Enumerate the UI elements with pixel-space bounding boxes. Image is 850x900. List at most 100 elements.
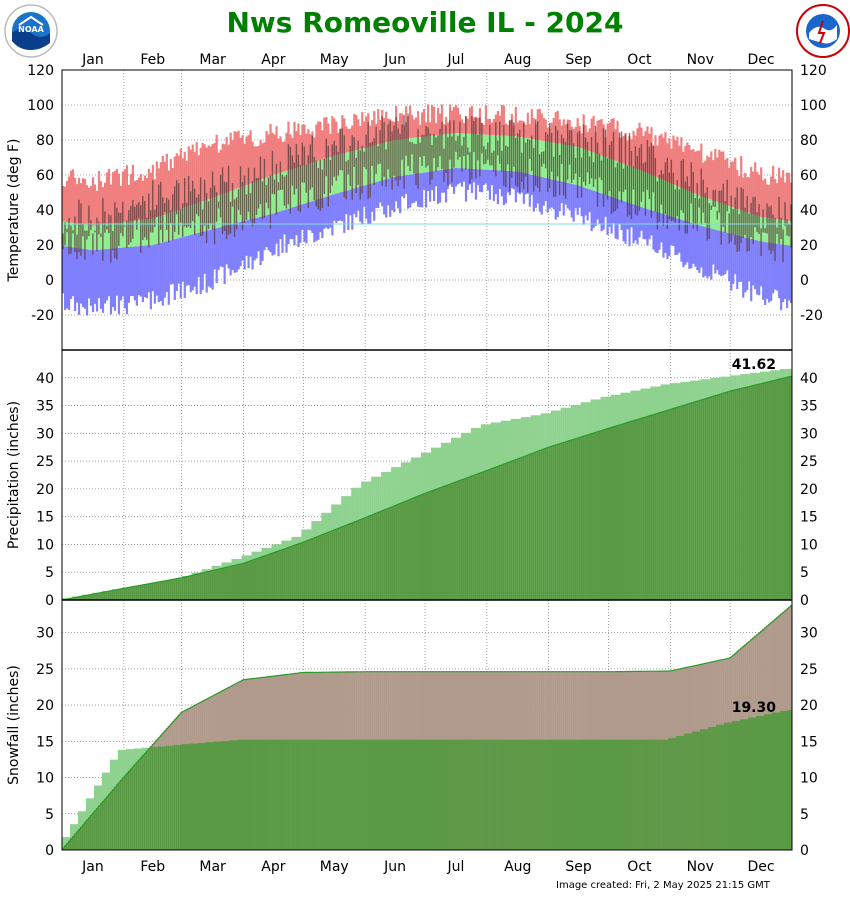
precip-normal-bar [458, 480, 462, 600]
record-low-bar [584, 187, 587, 216]
precip-normal-bar [183, 576, 186, 600]
precip-normal-bar [175, 578, 178, 600]
snow-overlap-bar [700, 729, 703, 850]
observed-temp-bar [66, 228, 68, 233]
y-tick-label-right: 40 [800, 203, 818, 219]
observed-temp-bar [227, 165, 230, 235]
observed-temp-bar [533, 148, 535, 192]
record-low-bar [672, 217, 675, 247]
observed-temp-bar [471, 116, 473, 180]
y-tick-label-left: 100 [27, 98, 54, 114]
snow-overlap-bar [393, 739, 396, 850]
record-low-bar [756, 240, 759, 295]
snow-overlap-bar [752, 717, 755, 850]
record-low-bar [353, 188, 356, 214]
snow-overlap-bar [365, 739, 368, 850]
record-low-bar [243, 220, 246, 270]
observed-temp-bar [265, 185, 268, 203]
record-low-bar [560, 181, 563, 204]
snow-overlap-bar [756, 716, 759, 850]
record-low-bar [379, 181, 382, 203]
precip-normal-bar [73, 597, 77, 600]
observed-temp-bar [628, 133, 631, 216]
record-high-bar [319, 121, 322, 161]
record-low-bar [113, 248, 117, 311]
record-low-bar [201, 231, 204, 290]
record-low-bar [425, 172, 428, 208]
record-low-bar [436, 170, 440, 204]
y-tick-label-right: 100 [800, 98, 827, 114]
precip-normal-bar [680, 405, 683, 600]
precip-normal-bar [317, 535, 320, 600]
normal-range-bar [405, 138, 408, 176]
observed-temp-bar [640, 144, 643, 202]
record-high-bar [454, 105, 458, 133]
record-low-bar [544, 177, 547, 202]
record-high-bar [247, 135, 250, 185]
snow-overlap-bar [760, 716, 763, 850]
observed-temp-bar [118, 212, 120, 247]
normal-range-bar [281, 172, 284, 211]
observed-temp-bar [134, 206, 136, 221]
record-low-bar [161, 242, 164, 306]
record-low-bar [321, 198, 324, 239]
record-low-bar [305, 203, 308, 244]
snow-overlap-bar [239, 739, 242, 850]
record-low-bar [75, 247, 79, 303]
snow-overlap-bar [662, 739, 665, 850]
record-low-bar [227, 225, 230, 269]
snow-overlap-bar [490, 739, 494, 850]
observed-temp-bar [94, 230, 96, 233]
record-high-bar [219, 149, 222, 195]
record-low-bar [664, 214, 667, 253]
precip-normal-bar [375, 512, 378, 600]
observed-temp-bar [341, 128, 343, 171]
record-low-bar [666, 215, 669, 260]
normal-range-bar [341, 153, 344, 192]
precip-normal-bar [646, 416, 649, 600]
snow-overlap-bar [327, 739, 330, 850]
record-high-bar [207, 145, 210, 200]
snow-overlap-bar [421, 739, 424, 850]
snow-overlap-bar [728, 722, 731, 850]
snow-overlap-bar [245, 739, 248, 850]
observed-temp-bar [686, 176, 688, 234]
observed-temp-bar [102, 198, 104, 261]
observed-temp-bar [636, 155, 639, 216]
record-high-bar [496, 111, 500, 136]
record-high-bar [329, 134, 332, 158]
record-high-bar [413, 119, 416, 138]
record-low-bar [341, 191, 344, 222]
snow-overlap-bar [564, 739, 567, 850]
record-low-bar [438, 170, 442, 203]
record-high-bar [303, 124, 306, 166]
precip-normal-bar [251, 559, 254, 600]
snow-overlap-bar [89, 814, 93, 850]
precip-normal-bar [211, 570, 214, 600]
record-low-bar [458, 168, 462, 184]
record-low-bar [333, 194, 336, 221]
observed-temp-bar [778, 196, 780, 245]
observed-temp-bar [431, 144, 433, 180]
record-low-bar [638, 206, 641, 238]
record-low-bar [624, 201, 627, 244]
record-low-bar [171, 239, 174, 284]
observed-temp-bar [397, 128, 399, 187]
record-low-bar [355, 187, 358, 218]
month-label-bottom: Aug [504, 859, 531, 875]
record-low-bar [153, 244, 156, 304]
snow-overlap-bar [432, 739, 436, 850]
precip-normal-bar [193, 574, 196, 600]
record-low-bar [700, 226, 703, 268]
record-low-bar [568, 183, 571, 211]
precip-normal-bar [305, 540, 308, 600]
record-high-bar [267, 134, 270, 177]
record-high-bar [423, 108, 426, 137]
snow-overlap-bar [618, 739, 621, 850]
precip-normal-bar [185, 576, 188, 600]
snow-overlap-bar [708, 727, 711, 850]
snow-overlap-bar [183, 744, 186, 850]
observed-temp-bar [343, 135, 345, 198]
normal-range-bar [105, 224, 109, 250]
record-low-bar [77, 248, 81, 315]
